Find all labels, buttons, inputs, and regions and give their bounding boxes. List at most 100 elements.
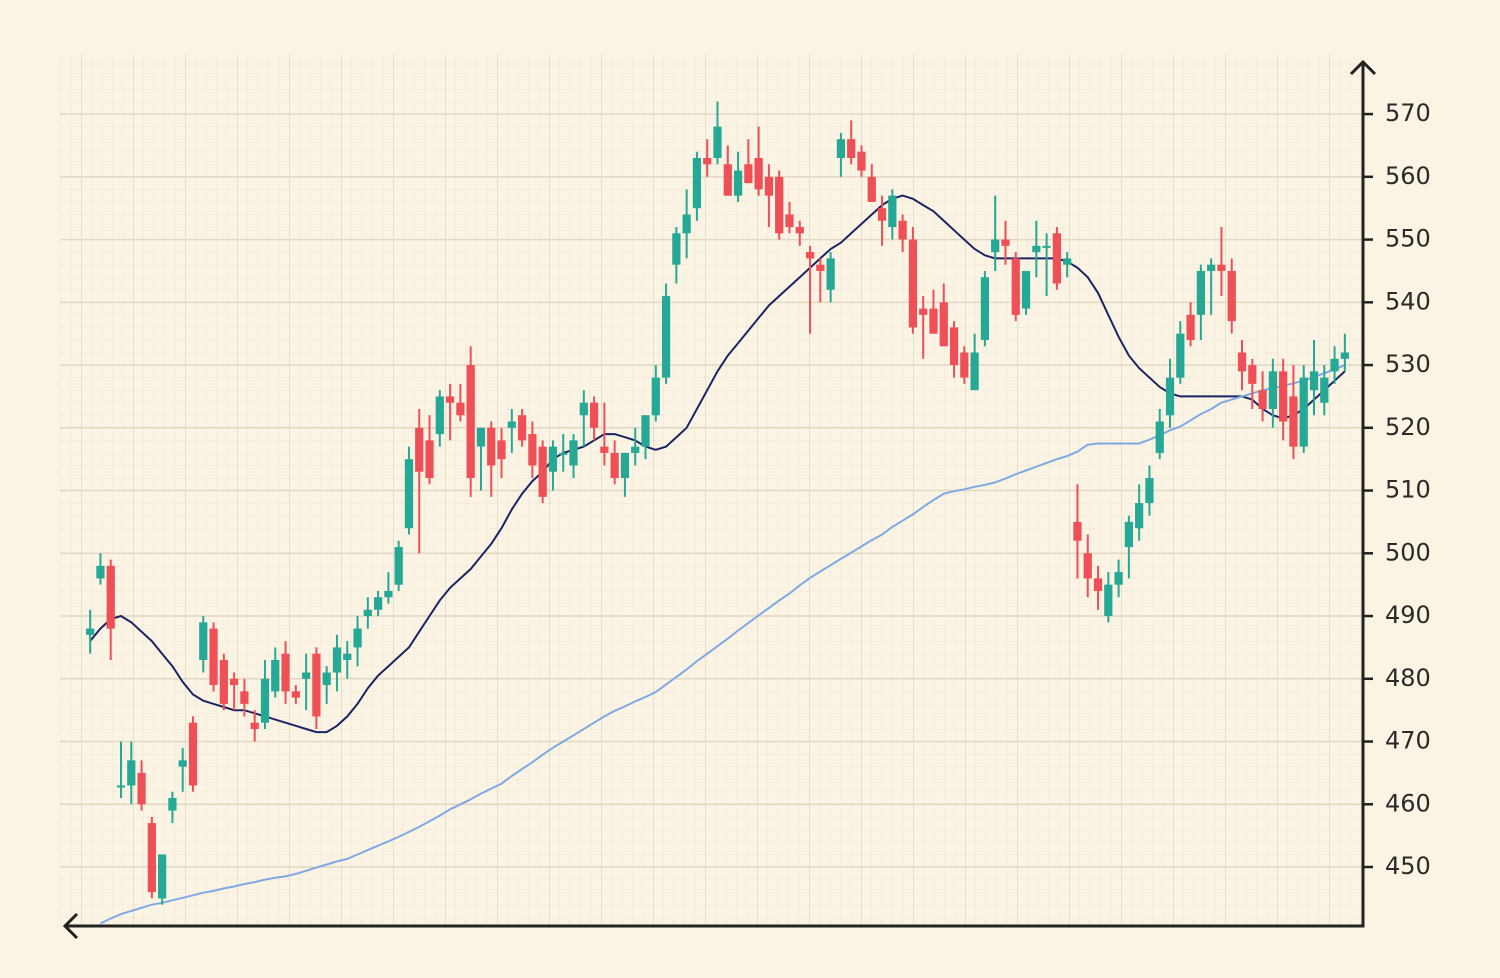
candle-body <box>816 264 825 271</box>
candle-body <box>394 547 403 585</box>
candle-body <box>312 653 321 717</box>
candle-body <box>158 854 167 899</box>
y-tick-label: 520 <box>1385 413 1431 441</box>
candle-body <box>960 352 969 378</box>
candle-body <box>199 622 208 660</box>
candle-body <box>559 452 568 455</box>
candle-body <box>178 760 187 767</box>
candle-body <box>384 590 393 598</box>
candle-body <box>476 427 486 447</box>
candle-body <box>754 158 763 190</box>
candle-body <box>1340 352 1349 359</box>
candle-body <box>456 402 465 416</box>
candle-body <box>281 653 290 692</box>
candle-body <box>836 139 846 158</box>
candle-body <box>898 220 907 240</box>
y-tick-label: 530 <box>1385 350 1431 378</box>
candle-body <box>692 158 702 209</box>
candle-body <box>363 609 372 617</box>
candle-body <box>147 823 156 893</box>
candle-body <box>826 258 835 290</box>
candle-body <box>847 139 856 158</box>
candle-body <box>569 440 578 466</box>
candle-body <box>661 296 671 378</box>
candle-body <box>1176 333 1185 378</box>
candle-body <box>929 308 938 334</box>
candle-body <box>219 659 228 704</box>
candle-body <box>1279 371 1288 422</box>
candle-body <box>548 446 558 472</box>
candle-body <box>775 176 784 234</box>
candle-body <box>888 195 897 228</box>
candle-body <box>466 365 475 478</box>
y-tick-label: 490 <box>1385 601 1431 629</box>
candle-body <box>188 722 198 786</box>
candle-body <box>1330 358 1339 372</box>
candle-body <box>209 628 218 686</box>
candle-body <box>1021 270 1031 309</box>
candle-body <box>991 239 1000 253</box>
candle-body <box>867 176 876 202</box>
candle-body <box>106 565 115 629</box>
candle-body <box>271 659 280 692</box>
candle-body <box>1227 270 1236 322</box>
candle-body <box>1237 352 1247 372</box>
y-tick-label: 500 <box>1385 538 1431 566</box>
y-tick-label: 560 <box>1385 162 1431 190</box>
moving-average-line <box>89 194 1346 734</box>
candle-body <box>353 628 362 648</box>
candle-body <box>1052 233 1062 284</box>
lines-group <box>89 194 1346 925</box>
candle-body <box>1207 264 1216 271</box>
y-tick-label: 480 <box>1385 664 1431 692</box>
candle-body <box>857 151 866 171</box>
candle-body <box>1155 421 1164 453</box>
candle-body <box>651 377 660 416</box>
candle-body <box>620 452 630 478</box>
candle-body <box>260 678 270 723</box>
y-tick-label: 510 <box>1385 476 1431 504</box>
candle-body <box>1309 371 1319 391</box>
candle-body <box>445 396 455 403</box>
y-tick-label: 470 <box>1385 727 1431 755</box>
candle-body <box>435 396 444 435</box>
candle-body <box>744 164 753 184</box>
candle-body <box>939 302 948 347</box>
candle-body <box>764 176 774 196</box>
candle-body <box>610 452 619 478</box>
candle-body <box>86 628 95 635</box>
y-tick-label: 540 <box>1385 287 1431 315</box>
candle-body <box>1186 314 1195 340</box>
candle-body <box>723 164 732 196</box>
candle-body <box>1042 245 1051 248</box>
candle-body <box>1258 390 1267 409</box>
moving-average-line <box>99 364 1346 925</box>
candle-body <box>713 126 722 158</box>
candle-body <box>1248 365 1257 384</box>
candle-body <box>415 427 424 472</box>
y-tick-label: 460 <box>1385 789 1431 817</box>
candle-body <box>425 440 434 478</box>
candle-body <box>1289 396 1298 447</box>
candle-body <box>116 785 126 788</box>
y-tick-label: 550 <box>1385 225 1431 253</box>
candle-body <box>96 565 105 579</box>
candle-body <box>1083 553 1092 579</box>
candle-body <box>322 672 331 686</box>
candle-body <box>1104 584 1113 617</box>
candle-body <box>538 446 547 497</box>
candle-body <box>497 440 506 460</box>
candle-body <box>1063 258 1072 265</box>
candle-body <box>949 327 959 366</box>
candle-body <box>1145 478 1154 504</box>
candle-body <box>240 691 249 704</box>
candle-body <box>528 434 537 466</box>
candle-body <box>487 427 496 466</box>
candle-body <box>703 158 712 165</box>
candle-body <box>517 415 527 441</box>
grid-group <box>60 112 1373 869</box>
candle-body <box>1011 258 1020 315</box>
candles-group <box>86 101 1349 905</box>
